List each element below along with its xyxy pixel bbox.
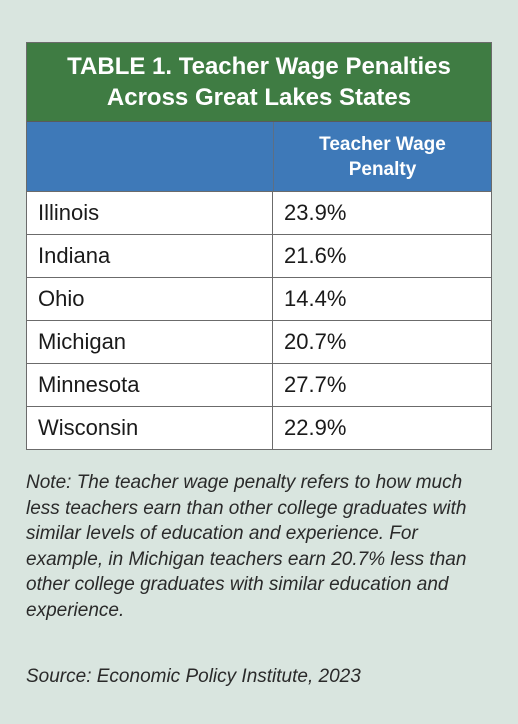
penalty-cell: 23.9% bbox=[284, 200, 347, 225]
table-title: TABLE 1. Teacher Wage Penalties Across G… bbox=[67, 53, 451, 111]
state-cell: Illinois bbox=[27, 192, 273, 234]
table-title-bar: TABLE 1. Teacher Wage Penalties Across G… bbox=[27, 43, 491, 122]
state-cell: Ohio bbox=[27, 278, 273, 320]
source-citation: Source: Economic Policy Institute, 2023 bbox=[26, 666, 361, 687]
table-row: Michigan 20.7% bbox=[27, 320, 491, 363]
table-note: Note: The teacher wage penalty refers to… bbox=[26, 472, 467, 621]
penalty-cell: 21.6% bbox=[284, 243, 347, 268]
wage-penalty-table: TABLE 1. Teacher Wage Penalties Across G… bbox=[26, 42, 492, 450]
table-row: Ohio 14.4% bbox=[27, 277, 491, 320]
penalty-cell: 20.7% bbox=[284, 329, 347, 354]
penalty-cell: 22.9% bbox=[284, 415, 347, 440]
state-cell: Minnesota bbox=[27, 364, 273, 406]
penalty-cell: 27.7% bbox=[284, 372, 347, 397]
table-row: Illinois 23.9% bbox=[27, 191, 491, 234]
state-cell: Indiana bbox=[27, 235, 273, 277]
table-row: Indiana 21.6% bbox=[27, 234, 491, 277]
header-state-cell bbox=[27, 122, 274, 191]
table-header-row: Teacher Wage Penalty bbox=[27, 122, 491, 191]
table-row: Wisconsin 22.9% bbox=[27, 406, 491, 449]
penalty-cell: 14.4% bbox=[284, 286, 347, 311]
state-cell: Wisconsin bbox=[27, 407, 273, 449]
header-penalty-cell: Teacher Wage Penalty bbox=[319, 133, 446, 180]
table-row: Minnesota 27.7% bbox=[27, 363, 491, 406]
state-cell: Michigan bbox=[27, 321, 273, 363]
